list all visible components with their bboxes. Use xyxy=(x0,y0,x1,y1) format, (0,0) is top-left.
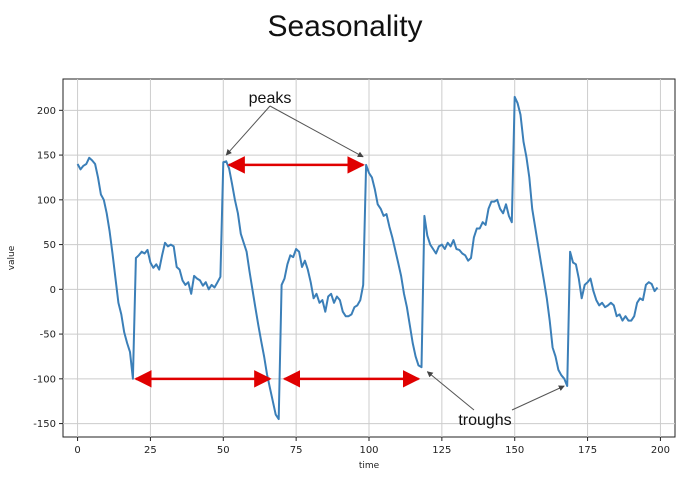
y-tick-label: 150 xyxy=(37,151,56,162)
x-tick-label: 150 xyxy=(505,445,524,456)
y-tick-label: -100 xyxy=(33,374,56,385)
y-axis-label: value xyxy=(7,245,17,270)
trough-pointer xyxy=(426,371,475,411)
peak-pointer xyxy=(225,105,271,156)
x-tick-label: 50 xyxy=(217,445,230,456)
x-tick-label: 100 xyxy=(359,445,378,456)
y-tick-label: 100 xyxy=(37,195,56,206)
y-tick-label: -50 xyxy=(40,330,56,341)
x-tick-label: 0 xyxy=(74,445,80,456)
peaks-label: peaks xyxy=(249,90,292,107)
x-tick-label: 175 xyxy=(578,445,597,456)
annotation-arrows xyxy=(134,105,565,411)
trough-pointer xyxy=(511,385,565,411)
slide-title: Seasonality xyxy=(267,10,423,43)
y-tick-label: 50 xyxy=(43,240,56,251)
y-axis-ticks: -150 -100 -50 0 50 100 150 200 xyxy=(33,106,63,430)
y-tick-label: -150 xyxy=(33,419,56,430)
x-axis-label: time xyxy=(359,461,380,471)
x-tick-label: 75 xyxy=(290,445,303,456)
peak-pointer xyxy=(269,105,364,158)
x-tick-label: 200 xyxy=(651,445,670,456)
y-tick-label: 200 xyxy=(37,106,56,117)
y-tick-label: 0 xyxy=(50,285,56,296)
series-line xyxy=(76,95,659,421)
troughs-label: troughs xyxy=(458,412,511,429)
x-tick-label: 25 xyxy=(144,445,157,456)
x-tick-label: 125 xyxy=(432,445,451,456)
x-axis-ticks: 0 25 50 75 100 125 150 175 200 xyxy=(74,437,670,456)
